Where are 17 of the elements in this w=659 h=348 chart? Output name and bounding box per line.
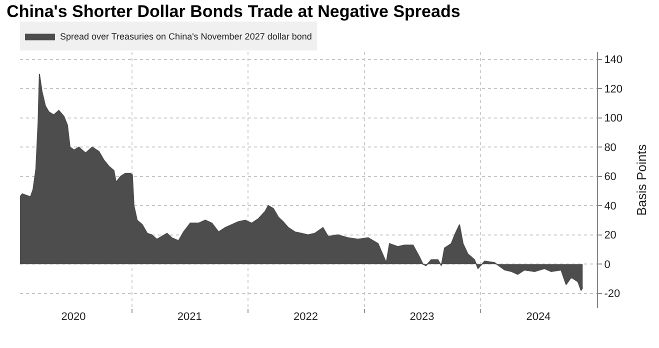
y-tick-label: 140 [604,54,623,66]
x-tick-label: 2024 [526,311,551,323]
legend-label: Spread over Treasuries on China's November 2027 dollar bond [60,32,312,42]
x-tick-label: 2023 [410,311,434,323]
x-tick-label: 2020 [61,311,86,323]
chart-title: China's Shorter Dollar Bonds Trade at Negative Spreads [6,2,460,22]
x-tick-label: 2021 [177,311,202,323]
y-tick-label: 20 [604,230,616,242]
y-tick-label: 40 [604,200,616,212]
y-axis-title: Basis Points [634,144,650,216]
y-tick-label: 80 [604,142,616,154]
y-tick-label: 120 [604,83,623,96]
y-tick-label: 0 [604,258,610,271]
y-tick-label: 100 [604,112,623,125]
y-tick-label: -20 [604,288,620,300]
x-tick-label: 2022 [294,311,318,323]
y-tick-label: 60 [604,171,616,184]
